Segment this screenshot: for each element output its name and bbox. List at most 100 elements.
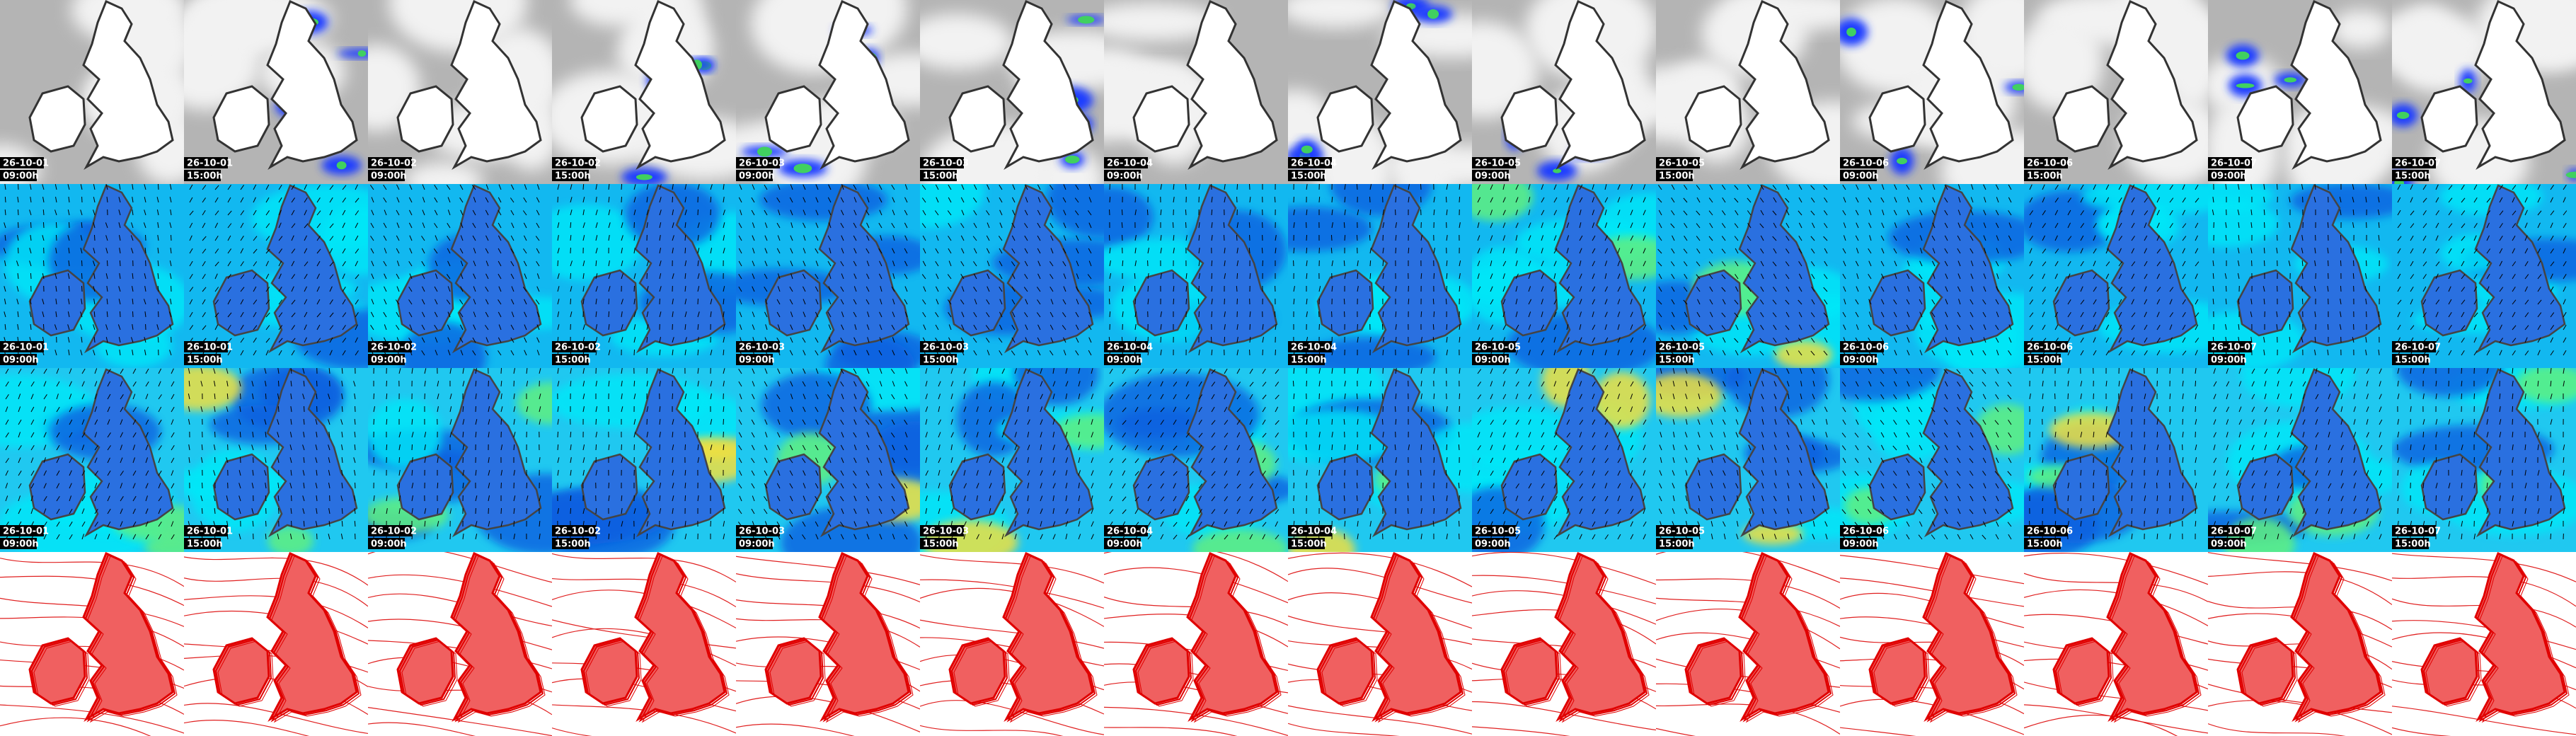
wind-arrow (672, 337, 674, 343)
wind-arrow (697, 222, 700, 229)
wind-arrow (815, 457, 819, 464)
wind-arrow (1788, 393, 1790, 400)
wind-arrow (1643, 381, 1646, 387)
wind-arrow (2008, 286, 2012, 292)
wind-arrow (105, 350, 108, 356)
wind-arrow (803, 483, 806, 489)
wind-arrow (1721, 312, 1726, 318)
label-bg (368, 538, 405, 549)
wind-arrow (1919, 286, 1923, 292)
wind-arrow (1211, 509, 1216, 514)
wind-arrow (1477, 407, 1482, 413)
label-bg (368, 341, 412, 352)
wind-arrow (1773, 273, 1777, 280)
wind-arrow (422, 197, 425, 203)
wind-arrow (1541, 273, 1544, 280)
wind-arrow (291, 209, 295, 216)
label-bg (1656, 525, 1700, 536)
wind-arrow (435, 235, 438, 241)
wind-arrow (802, 419, 806, 425)
wind-arrow (473, 286, 476, 292)
wind-arrow (1881, 324, 1885, 330)
wind-arrow (1065, 457, 1069, 464)
wind-arrow (1761, 470, 1764, 476)
wind-arrow (2008, 184, 2012, 190)
wind-arrow (841, 248, 844, 254)
wind-arrow (738, 445, 742, 451)
wind-arrow (1224, 444, 1228, 451)
wind-arrow (94, 534, 98, 540)
wind-arrow (81, 483, 85, 489)
wind-arrow (697, 184, 700, 190)
wind-arrow (1907, 197, 1910, 203)
wind-arrow (1490, 184, 1493, 190)
wind-arrow (4, 196, 6, 203)
wind-arrow (278, 350, 282, 356)
wind-arrow (986, 235, 990, 241)
wind-arrow (557, 381, 560, 387)
wind-arrow (239, 368, 241, 374)
wind-arrow (1420, 431, 1422, 438)
wind-arrow (56, 470, 60, 476)
wind-arrow (329, 261, 334, 267)
wind-arrow (1236, 381, 1241, 387)
wind-arrow (1759, 223, 1764, 229)
wind-arrow (1630, 419, 1634, 425)
wind-arrow (1684, 273, 1688, 280)
wind-arrow (5, 381, 9, 387)
wind-arrow (938, 368, 941, 374)
label-bg (736, 170, 773, 181)
wind-arrow (840, 419, 844, 425)
wind-arrow (56, 534, 60, 540)
wind-arrow (1040, 432, 1042, 438)
wind-arrow (498, 197, 502, 203)
wind-arrow (1825, 483, 1828, 489)
wind-arrow (43, 534, 47, 540)
wind-arrow (302, 495, 305, 502)
wind-arrow (710, 184, 713, 190)
wind-arrow (1122, 496, 1127, 502)
wind-arrow (278, 209, 282, 216)
label-bg (736, 525, 780, 536)
wind-arrow (93, 311, 96, 318)
wind-arrow (621, 495, 623, 502)
wind-arrow (1592, 470, 1595, 476)
wind-arrow (1995, 381, 1999, 387)
time-label: 09:00h (739, 355, 775, 366)
wind-arrow (1027, 508, 1030, 514)
wind-arrow (1880, 260, 1885, 267)
wind-arrow (723, 521, 725, 527)
wind-arrow (1014, 495, 1018, 502)
wind-arrow (539, 534, 541, 540)
wind-arrow (803, 350, 806, 356)
wind-arrow (316, 324, 321, 330)
wind-arrow (1052, 381, 1056, 387)
wind-arrow (214, 312, 219, 318)
wind-arrow (1566, 407, 1570, 413)
wind-arrow (264, 406, 267, 413)
coast (1738, 0, 1830, 170)
label-bg (184, 354, 221, 365)
wind-arrow (659, 273, 662, 280)
wind-arrow (145, 368, 149, 374)
wind-arrow (302, 508, 305, 514)
wind-arrow (739, 406, 742, 413)
wind-arrow (866, 260, 870, 267)
wind-arrow (891, 419, 895, 425)
wind-arrow (1697, 419, 1701, 425)
wind-arrow (1772, 185, 1777, 190)
wind-arrow (421, 236, 425, 241)
isobar (920, 579, 1104, 609)
wind-arrow (1063, 273, 1066, 280)
wind-arrow (1880, 369, 1885, 374)
wind-arrow (1275, 381, 1280, 387)
wind-arrow (1502, 496, 1507, 502)
wind-arrow (646, 432, 648, 438)
wind-arrow (265, 260, 269, 267)
wind-arrow (1062, 299, 1066, 305)
wind-arrow (1617, 324, 1620, 330)
wind-arrow (1037, 184, 1041, 190)
wind-arrow (398, 470, 401, 476)
wind-arrow (935, 286, 939, 292)
